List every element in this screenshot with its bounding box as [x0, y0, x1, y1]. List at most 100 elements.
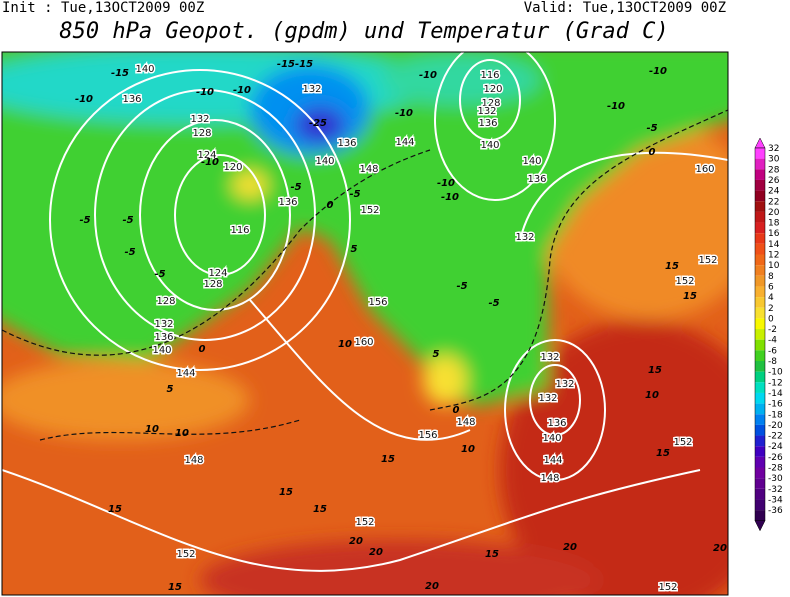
temperature-label: 15: [656, 448, 670, 459]
temperature-label: 10: [338, 339, 352, 350]
temperature-label: 0: [649, 147, 656, 158]
temperature-label: -5: [154, 269, 165, 280]
geopotential-label: 124: [197, 150, 216, 161]
geopotential-label: 152: [176, 549, 195, 560]
colorbar-tick-label: 12: [768, 251, 779, 261]
geopotential-label: 148: [456, 417, 475, 428]
temperature-label: -10: [649, 66, 667, 77]
colorbar-tick-label: 24: [768, 187, 780, 197]
geopotential-contours: [2, 52, 728, 572]
temperature-label: -10: [441, 192, 459, 203]
geopotential-label: 148: [540, 473, 559, 484]
colorbar-swatch: [755, 392, 765, 404]
geopotential-label: 132: [477, 106, 496, 117]
colorbar-swatch: [755, 499, 765, 511]
colorbar-frame: [754, 147, 766, 521]
geopotential-label: 120: [223, 162, 242, 173]
colorbar-swatch: [755, 275, 765, 287]
colorbar-swatch: [755, 478, 765, 489]
colorbar-swatch: [755, 211, 765, 223]
temperature-label: 10: [145, 424, 159, 435]
temperature-label: 15: [168, 582, 182, 593]
geopotential-label: 144: [176, 368, 195, 379]
geopotential-label: 132: [555, 379, 574, 390]
colorbar-tick-label: 20: [768, 208, 780, 218]
colorbar-swatch: [755, 329, 765, 340]
colorbar-tick-label: -20: [768, 421, 783, 431]
colorbar-swatch: [755, 297, 765, 308]
temperature-label: -10: [233, 85, 251, 96]
temperature-label: -5: [124, 247, 135, 258]
colorbar-tick-label: -14: [768, 389, 783, 399]
geopotential-label: 128: [481, 98, 500, 109]
temperature-label: -10: [419, 70, 437, 81]
colorbar-tick-label: 0: [768, 314, 774, 324]
temperature-label: 10: [175, 428, 189, 439]
geopotential-label: 140: [542, 433, 561, 444]
geopotential-label: 132: [302, 84, 321, 95]
colorbar-tick-label: 6: [768, 282, 774, 292]
temperature-field: [2, 52, 728, 595]
colorbar-swatch: [755, 371, 765, 383]
geopotential-label: 140: [315, 156, 334, 167]
geopotential-label: 136: [337, 138, 356, 149]
colorbar-tick-label: 8: [768, 272, 774, 282]
geopotential-label: 140: [152, 345, 171, 356]
temperature-label: 15: [313, 504, 327, 515]
colorbar-tick-label: -6: [768, 346, 777, 356]
colorbar-swatch: [755, 435, 765, 447]
colorbar-tick-label: 18: [768, 219, 780, 229]
temperature-label: -5: [79, 215, 90, 226]
colorbar-tick-label: -8: [768, 357, 777, 367]
geopotential-label: 116: [230, 225, 249, 236]
colorbar-swatch: [755, 339, 765, 351]
colorbar-swatch: [755, 222, 765, 234]
colorbar-tick-label: 32: [768, 144, 779, 154]
temperature-label: 20: [349, 536, 363, 547]
geopotential-label: 136: [154, 332, 173, 343]
temperature-label: -5: [122, 215, 133, 226]
geopotential-label: 120: [483, 84, 502, 95]
colorbar-tick-label: -36: [768, 506, 783, 516]
temperature-label: -5: [290, 182, 301, 193]
colorbar-swatch: [755, 243, 765, 255]
colorbar-tick-label: -26: [768, 453, 783, 463]
colorbar-tick-label: 10: [768, 261, 780, 271]
temperature-label: 10: [645, 390, 659, 401]
colorbar-swatch: [755, 361, 765, 372]
colorbar-tick-label: -16: [768, 400, 783, 410]
geopotential-label: 128: [192, 128, 211, 139]
temperature-label: -15: [111, 68, 129, 79]
colorbar-tick-label: -34: [768, 495, 783, 505]
geopotential-label: 136: [547, 418, 566, 429]
geopotential-label: 152: [360, 205, 379, 216]
colorbar-tick-label: 30: [768, 155, 780, 165]
temperature-label: 15: [648, 365, 662, 376]
colorbar-swatch: [755, 307, 765, 319]
temperature-label: 15: [683, 291, 697, 302]
temperature-label: 10: [461, 444, 475, 455]
colorbar-tick-label: 4: [768, 293, 774, 303]
colorbar-swatch: [755, 382, 765, 393]
temperature-label: -25: [309, 118, 327, 129]
geopotential-label: 160: [354, 337, 373, 348]
geopotential-label: 140: [522, 156, 541, 167]
colorbar-tick-label: -32: [768, 485, 783, 495]
temperature-label: 5: [433, 349, 440, 360]
colorbar-swatch: [755, 446, 765, 457]
temperature-label: -10: [201, 157, 219, 168]
colorbar-tick-label: -22: [768, 432, 783, 442]
colorbar-tick-label: 28: [768, 165, 780, 175]
colorbar-tick-label: 22: [768, 197, 779, 207]
temperature-label: -5: [349, 189, 360, 200]
colorbar-swatch: [755, 179, 765, 191]
temperature-label: 20: [713, 543, 727, 554]
temperature-label: 15: [279, 487, 293, 498]
temperature-label: -5: [646, 123, 657, 134]
colorbar-swatch: [755, 148, 765, 159]
geopotential-label: 128: [203, 279, 222, 290]
geopotential-label: 156: [418, 430, 437, 441]
temperature-label: 15: [665, 261, 679, 272]
geopotential-label: 132: [538, 393, 557, 404]
